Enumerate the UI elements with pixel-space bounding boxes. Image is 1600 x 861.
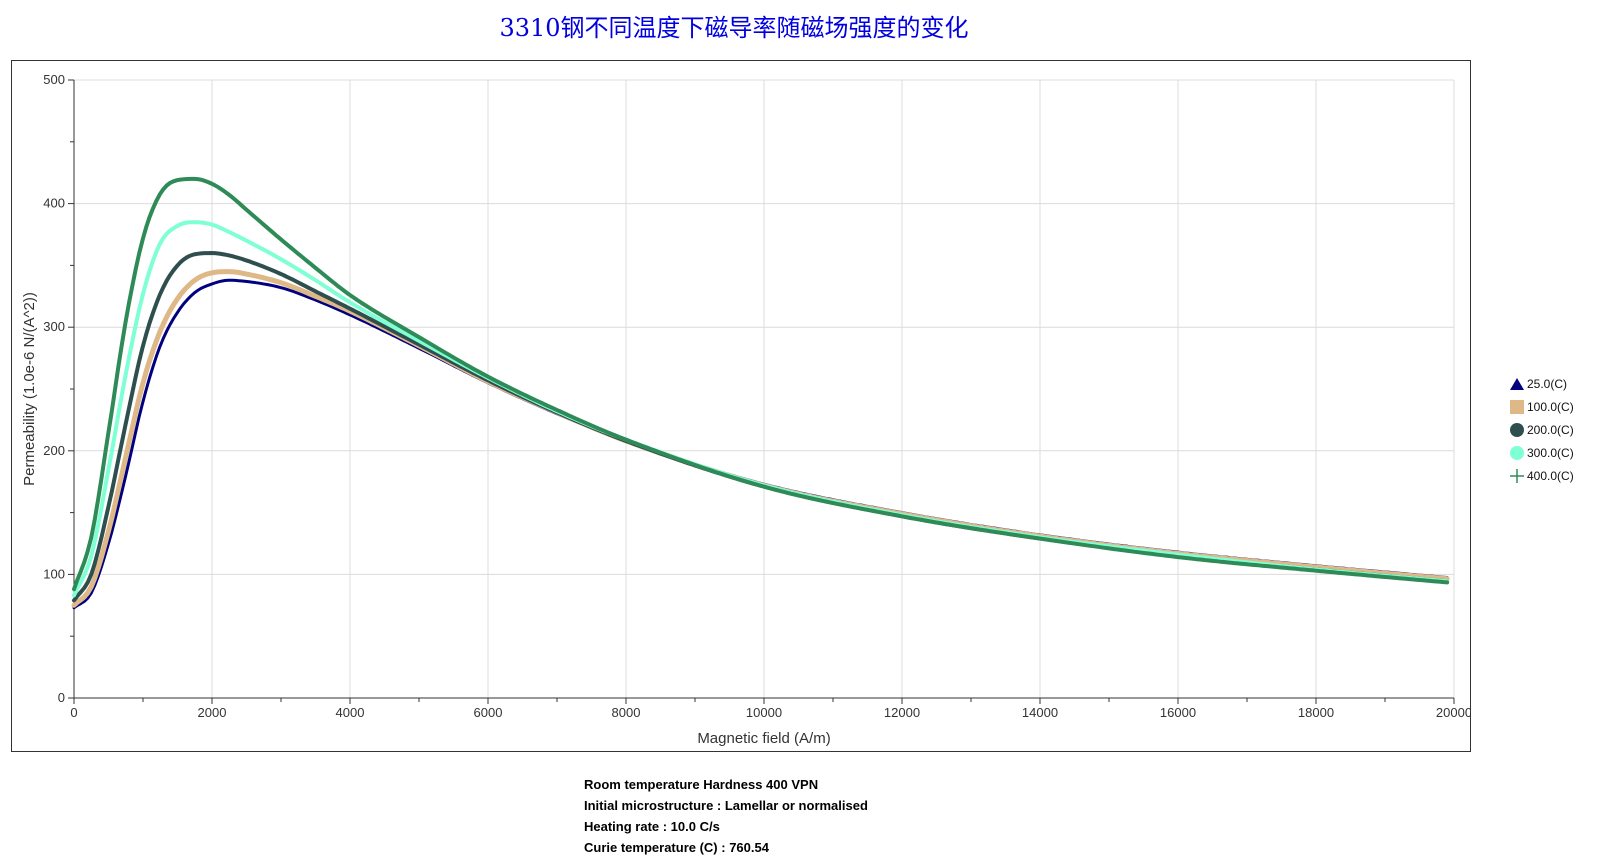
chart-title: 3310钢不同温度下磁导率随磁场强度的变化 (499, 14, 969, 42)
info-microstructure: Initial microstructure : Lamellar or nor… (584, 798, 868, 813)
series-line-300-0-c (72, 220, 1450, 598)
x-tick-label: 12000 (884, 705, 920, 720)
y-tick-label: 300 (43, 319, 65, 334)
y-tick-label: 500 (43, 72, 65, 87)
legend-marker-25-0-c (1510, 378, 1524, 390)
legend: 25.0(C) 100.0(C) 200.0(C) 300.0(C) 400.0(C) (1510, 377, 1574, 483)
legend-label-400-0-c: 400.0(C) (1527, 469, 1574, 483)
x-tick-label: 8000 (612, 705, 641, 720)
axes: 0 2000 4000 6000 8000 10000 12000 14000 16000 180… (43, 72, 1470, 720)
legend-marker-200-0-c (1510, 423, 1524, 437)
x-tick-label: 4000 (336, 705, 365, 720)
y-tick-label: 400 (43, 196, 65, 211)
legend-marker-100-0-c (1510, 400, 1524, 414)
legend-label-200-0-c: 200.0(C) (1527, 423, 1574, 437)
y-axis-title: Permeability (1.0e-6 N/(A^2)) (21, 292, 38, 486)
legend-label-25-0-c: 25.0(C) (1527, 377, 1567, 391)
x-axis-title: Magnetic field (A/m) (697, 730, 830, 747)
y-tick-label: 100 (43, 566, 65, 581)
permeability-chart: 0 2000 4000 6000 8000 10000 12000 14000 16000 180… (21, 72, 1470, 747)
series-line-200-0-c (72, 251, 1450, 603)
x-tick-label: 18000 (1298, 705, 1334, 720)
series-line-100-0-c (71, 269, 1450, 608)
x-tick-label: 2000 (198, 705, 227, 720)
x-tick-label: 6000 (474, 705, 503, 720)
legend-marker-400-0-c (1510, 469, 1524, 483)
x-tick-label: 16000 (1160, 705, 1196, 720)
info-panel: Room temperature Hardness 400 VPN Initia… (584, 774, 868, 858)
x-tick-label: 14000 (1022, 705, 1058, 720)
y-tick-label: 200 (43, 443, 65, 458)
info-hardness: Room temperature Hardness 400 VPN (584, 777, 819, 792)
plot-frame: 0 2000 4000 6000 8000 10000 12000 14000 16000 180… (11, 60, 1471, 752)
info-curie-temperature: Curie temperature (C) : 760.54 (584, 840, 769, 855)
info-heating-rate: Heating rate : 10.0 C/s (584, 819, 720, 834)
legend-label-300-0-c: 300.0(C) (1527, 446, 1574, 460)
y-tick-label: 0 (58, 690, 65, 705)
x-tick-label: 0 (70, 705, 77, 720)
legend-marker-300-0-c (1510, 446, 1524, 460)
legend-label-100-0-c: 100.0(C) (1527, 400, 1574, 414)
series-layer (71, 176, 1450, 610)
x-tick-label: 10000 (746, 705, 782, 720)
x-tick-label: 20000 (1436, 705, 1470, 720)
series-line-400-0-c (72, 176, 1450, 592)
grid (74, 79, 1455, 698)
